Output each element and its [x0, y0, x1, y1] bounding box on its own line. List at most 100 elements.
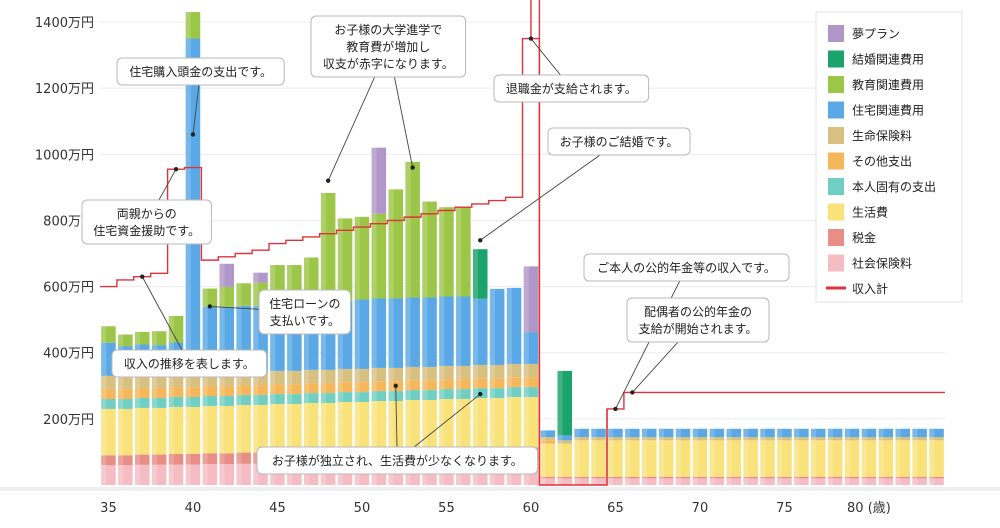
bar-gloss	[168, 316, 174, 485]
bar-segment-shakai	[929, 478, 944, 485]
bar-stack-age-82	[895, 428, 911, 485]
bar-gloss	[151, 331, 157, 485]
bar-segment-shakai	[895, 478, 911, 485]
bar-segment-seikatsu	[388, 400, 404, 450]
bar-segment-seikatsu	[861, 440, 877, 477]
bar-segment-jutaku	[726, 428, 742, 438]
bar-segment-seikatsu	[354, 401, 370, 451]
bar-segment-jutaku	[777, 428, 792, 438]
bar-gloss	[844, 428, 850, 485]
bar-segment-seimei	[591, 437, 606, 441]
bar-segment-seimei	[540, 437, 556, 441]
legend-label-income: 収入計	[852, 281, 888, 296]
ground-strip	[0, 487, 1000, 491]
callout-text: 住宅資金援助です。	[93, 223, 200, 238]
bar-segment-seikatsu	[844, 440, 860, 477]
bar-gloss	[354, 216, 360, 485]
bar-segment-sonota	[202, 386, 218, 397]
bar-stack-age-48	[320, 192, 336, 485]
bar-segment-kyoiku	[236, 283, 251, 306]
bar-segment-sonota	[151, 388, 167, 399]
bar-segment-zeikin	[236, 452, 251, 464]
bar-segment-sonota	[540, 440, 556, 444]
callout-income: 収入の推移を表します。	[111, 274, 268, 378]
bar-segment-seikatsu	[456, 399, 471, 449]
bar-segment-seikatsu	[625, 440, 640, 477]
bar-segment-jutaku	[422, 297, 437, 367]
bar-segment-seikatsu	[523, 397, 539, 448]
bar-segment-honnin	[405, 390, 420, 401]
callouts: 住宅購入頭金の支出です。お子様の大学進学で教育費が増加し収支が赤字になります。退…	[81, 15, 790, 475]
callout-box	[626, 297, 770, 343]
bar-segment-seikatsu	[810, 440, 826, 477]
bar-segment-sonota	[287, 384, 302, 395]
bar-segment-seimei	[827, 437, 843, 441]
bar-segment-sonota	[506, 377, 522, 388]
bar-segment-seikatsu	[591, 440, 606, 477]
bar-gloss	[320, 192, 326, 485]
bar-stack-age-65	[608, 428, 623, 485]
bar-segment-shakai	[574, 478, 589, 485]
bar-segment-seimei	[675, 437, 691, 441]
bar-segment-zeikin	[118, 455, 133, 466]
x-tick-label: 55	[438, 501, 455, 516]
bar-segment-zeikin	[574, 476, 589, 479]
bar-segment-seimei	[692, 437, 708, 441]
bar-stack-age-69	[675, 428, 691, 485]
bar-gloss	[625, 428, 631, 485]
bar-segment-kekkon	[557, 370, 573, 436]
bar-gloss	[777, 428, 783, 485]
bar-segment-seikatsu	[185, 406, 201, 454]
bar-segment-honnin	[101, 399, 116, 409]
bar-gloss	[506, 287, 512, 485]
bar-segment-kyoiku	[371, 213, 387, 299]
bar-gloss	[692, 428, 698, 485]
bar-segment-honnin	[168, 397, 184, 407]
bar-stack-age-61	[540, 430, 556, 485]
bar-segment-sonota	[320, 383, 336, 394]
bar-stack-age-75	[777, 428, 792, 485]
bar-segment-seikatsu	[692, 440, 708, 477]
bar-segment-jutaku	[827, 428, 843, 438]
bar-segment-seimei	[523, 363, 539, 378]
bar-gloss	[794, 428, 800, 485]
bar-segment-seimei	[574, 437, 589, 441]
callout-dot	[528, 36, 534, 41]
bar-segment-honnin	[523, 387, 539, 398]
bar-segment-zeikin	[151, 454, 167, 465]
bar-segment-jutaku	[456, 296, 471, 366]
bar-segment-honnin	[354, 392, 370, 402]
bar-stack-age-68	[658, 428, 674, 485]
bar-segment-seikatsu	[743, 440, 758, 477]
bar-gloss	[861, 428, 867, 485]
bar-stack-age-70	[692, 428, 708, 485]
bar-segment-yume	[523, 266, 539, 333]
bar-segment-kyoiku	[354, 216, 370, 300]
callout-box	[116, 57, 285, 86]
bar-segment-zeikin	[185, 453, 201, 465]
bar-segment-kyoiku	[422, 201, 437, 298]
bar-segment-jutaku	[929, 428, 944, 438]
callout-dot	[478, 238, 483, 243]
bar-segment-kekkon	[472, 249, 488, 299]
bar-stack-age-52	[388, 189, 404, 485]
bar-segment-kyoiku	[101, 326, 116, 343]
bar-segment-seikatsu	[878, 440, 894, 477]
bar-segment-jutaku	[810, 428, 826, 438]
bar-segment-kyoiku	[456, 207, 471, 297]
bar-segment-honnin	[219, 396, 235, 406]
bar-gloss	[608, 428, 614, 485]
bar-segment-zeikin	[101, 455, 116, 466]
bar-segment-seimei	[861, 437, 877, 441]
bar-gloss	[337, 218, 343, 486]
callout-box	[256, 446, 539, 475]
bar-stack-age-57	[472, 249, 488, 485]
bar-segment-seikatsu	[472, 398, 488, 448]
bar-gloss	[134, 331, 141, 485]
bar-segment-kyoiku	[439, 207, 454, 297]
callout-box	[493, 74, 650, 103]
bar-segment-seimei	[760, 437, 775, 441]
bar-segment-seimei	[151, 374, 167, 389]
bar-segment-zeikin	[202, 453, 218, 465]
bar-segment-seimei	[337, 368, 353, 383]
